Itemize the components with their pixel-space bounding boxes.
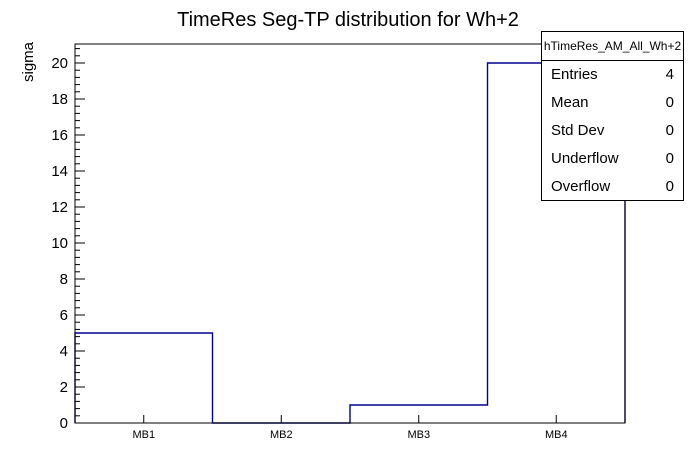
stats-label: Mean [551,94,589,112]
y-axis-title: sigma [20,41,37,82]
stats-value: 0 [665,121,674,139]
plot-frame [74,43,626,424]
x-axis-tick-labels: MB1 MB2 MB3 MB4 [132,429,567,441]
stats-value: 0 [665,94,674,112]
stats-label: Overflow [551,177,611,195]
stats-row-stddev: Std Dev 0 [542,122,683,139]
y-tick-label: 10 [51,235,68,252]
stats-box-rows: Entries 4 Mean 0 Std Dev 0 Underflow 0 O… [542,61,683,200]
y-tick-label: 14 [51,163,68,180]
y-tick-label: 16 [51,127,68,144]
stats-value: 0 [665,149,674,167]
x-tick-label-mb1: MB1 [132,429,155,441]
stats-label: Entries [551,66,598,84]
x-tick-label-mb2: MB2 [270,429,293,441]
y-tick-label: 6 [60,307,68,324]
stats-label: Std Dev [551,121,605,139]
chart-title: TimeRes Seg-TP distribution for Wh+2 [177,9,519,31]
stats-label: Underflow [551,149,619,167]
y-tick-label: 0 [60,415,68,432]
y-axis-tick-labels: 0 2 4 6 8 10 12 14 16 18 20 [51,55,68,432]
axis-ticks [75,48,557,424]
y-tick-label: 2 [60,379,68,396]
stats-value: 4 [665,66,674,84]
stats-row-entries: Entries 4 [542,66,683,83]
stats-box-header: hTimeRes_AM_All_Wh+2 [542,32,683,61]
stats-row-mean: Mean 0 [542,94,683,111]
y-tick-label: 4 [60,343,68,360]
x-tick-label-mb3: MB3 [407,429,430,441]
y-tick-label: 18 [51,91,68,108]
stats-row-overflow: Overflow 0 [542,178,683,195]
y-tick-label: 12 [51,199,68,216]
x-tick-label-mb4: MB4 [545,429,568,441]
y-tick-label: 8 [60,271,68,288]
stats-box: hTimeRes_AM_All_Wh+2 Entries 4 Mean 0 St… [541,31,684,201]
stats-row-underflow: Underflow 0 [542,150,683,167]
stats-value: 0 [665,177,674,195]
y-tick-label: 20 [51,55,68,72]
